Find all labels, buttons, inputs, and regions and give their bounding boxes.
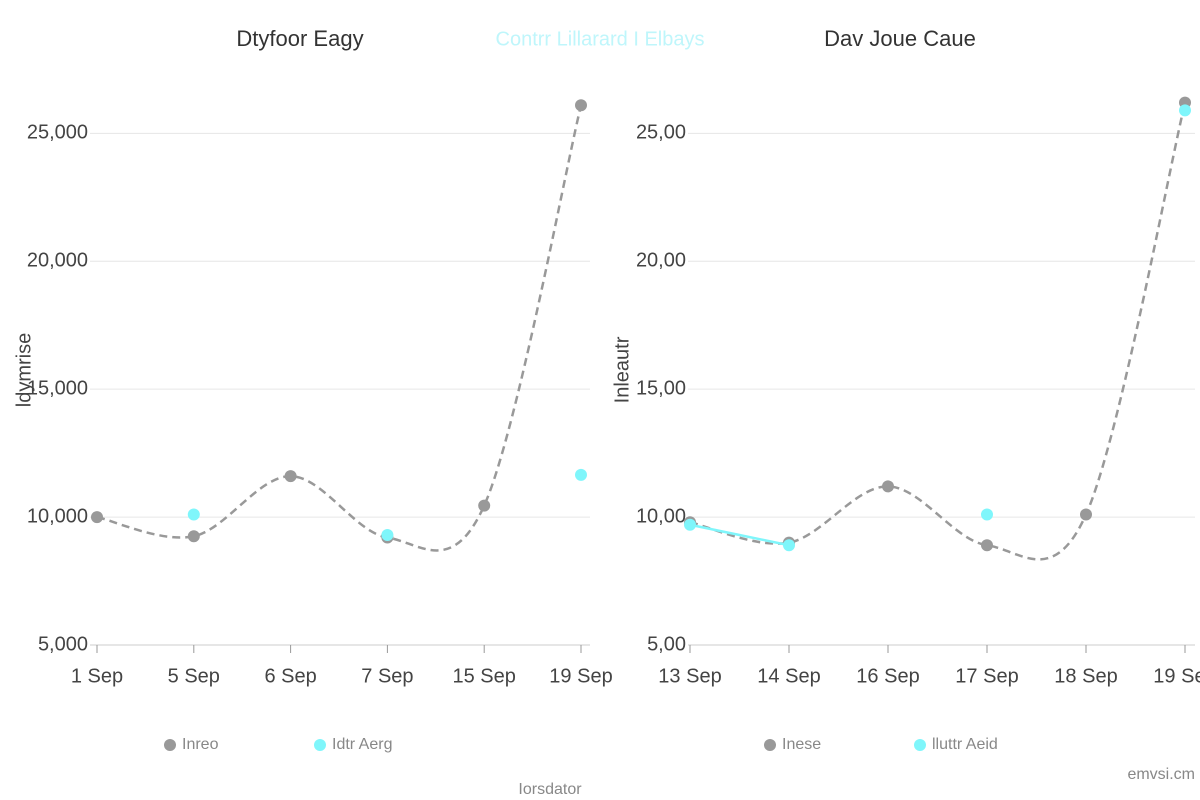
x-tick-label: 18 Sep bbox=[1054, 665, 1117, 687]
legend-label: Idtr Aerg bbox=[332, 736, 392, 753]
x-tick-label: 1 Sep bbox=[71, 665, 123, 687]
y-tick-label: 15,00 bbox=[636, 377, 686, 399]
y-tick-label: 5,00 bbox=[647, 633, 686, 655]
y-tick-label: 10,00 bbox=[636, 505, 686, 527]
data-point bbox=[187, 508, 200, 521]
data-point bbox=[1080, 508, 1092, 521]
y-tick-label: 20,00 bbox=[636, 250, 686, 272]
legend-label: Inreo bbox=[182, 736, 219, 753]
data-point bbox=[783, 539, 795, 552]
data-point bbox=[575, 99, 587, 112]
chart-title: Dav Joue Caue bbox=[824, 26, 976, 51]
y-axis-label: ldymrise bbox=[13, 333, 35, 407]
x-tick-label: 19 Sep bbox=[549, 665, 612, 687]
x-tick-label: 17 Sep bbox=[955, 665, 1018, 687]
data-point bbox=[981, 539, 993, 552]
x-tick-label: 6 Sep bbox=[264, 665, 316, 687]
x-tick-label: 15 Sep bbox=[453, 665, 516, 687]
series-line bbox=[689, 102, 1187, 561]
x-tick-label: 5 Sep bbox=[168, 665, 220, 687]
series-line bbox=[690, 110, 1185, 545]
data-point bbox=[882, 480, 894, 493]
data-point bbox=[284, 470, 297, 483]
data-point bbox=[91, 511, 103, 524]
y-tick-label: 20,000 bbox=[27, 250, 88, 272]
y-axis-label: Inleautr bbox=[611, 336, 633, 403]
x-tick-label: 13 Sep bbox=[658, 665, 721, 687]
data-point bbox=[478, 499, 491, 512]
legend-marker bbox=[764, 739, 776, 751]
y-tick-label: 10,000 bbox=[27, 505, 88, 527]
x-tick-label: 14 Sep bbox=[757, 665, 820, 687]
x-tick-label: 16 Sep bbox=[856, 665, 919, 687]
legend-label: lluttr Aeid bbox=[932, 736, 998, 753]
y-tick-label: 25,00 bbox=[636, 122, 686, 144]
legend-marker bbox=[314, 739, 326, 751]
legend-label: Inese bbox=[782, 736, 821, 753]
series-line bbox=[96, 104, 583, 552]
y-tick-label: 15,000 bbox=[27, 377, 88, 399]
footer-left: Iorsdator bbox=[518, 781, 582, 798]
legend-marker bbox=[914, 739, 926, 751]
subtitle: Contrr Lillarard I Elbays bbox=[496, 28, 705, 50]
data-point bbox=[575, 468, 587, 481]
chart-title: Dtyfoor Eagy bbox=[236, 26, 363, 51]
data-point bbox=[187, 530, 200, 543]
data-point bbox=[1179, 104, 1191, 117]
footer-right: emvsi.cm bbox=[1127, 766, 1195, 783]
data-point bbox=[684, 518, 696, 531]
data-point bbox=[981, 508, 993, 521]
x-tick-label: 7 Sep bbox=[361, 665, 413, 687]
x-tick-label: 19 Sep bbox=[1153, 665, 1200, 687]
data-point bbox=[381, 529, 394, 541]
y-tick-label: 5,000 bbox=[38, 633, 88, 655]
y-tick-label: 25,000 bbox=[27, 122, 88, 144]
legend-marker bbox=[164, 739, 176, 751]
